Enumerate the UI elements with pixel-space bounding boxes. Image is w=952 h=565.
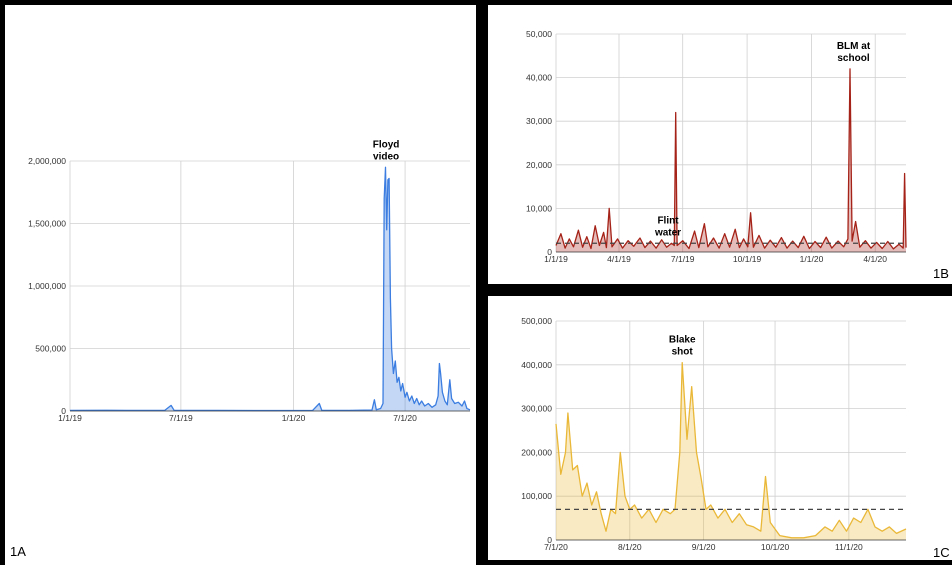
y-tick-label: 30,000 xyxy=(526,116,552,126)
y-tick-label: 1,500,000 xyxy=(28,219,66,229)
y-tick-label: 50,000 xyxy=(526,29,552,39)
series-area xyxy=(556,362,906,540)
x-tick-label: 8/1/20 xyxy=(618,542,642,552)
y-tick-label: 200,000 xyxy=(521,447,552,457)
annotation-line: water xyxy=(654,227,681,238)
separator-bottom-right xyxy=(482,560,952,565)
y-tick-label: 500,000 xyxy=(35,344,66,354)
series-line xyxy=(69,166,471,412)
annotation-line: school xyxy=(837,53,869,64)
annotation-line: video xyxy=(373,151,399,162)
annotation-line: BLM at xyxy=(837,41,871,52)
y-tick-label: 0 xyxy=(547,247,552,257)
x-tick-label: 7/1/19 xyxy=(169,413,193,423)
x-tick-label: 9/1/20 xyxy=(692,542,716,552)
annotation-label: BLM at school xyxy=(837,41,871,64)
x-tick-label: 1/1/19 xyxy=(58,413,82,423)
x-tick-label: 7/1/20 xyxy=(393,413,417,423)
annotation-line: shot xyxy=(672,347,694,358)
x-tick-label: 11/1/20 xyxy=(835,542,863,552)
y-tick-label: 500,000 xyxy=(521,316,552,326)
annotation-label: Flint water xyxy=(654,215,681,238)
annotation-label: Blake shot xyxy=(669,335,696,358)
panel-label-1b: 1B xyxy=(933,266,949,281)
y-tick-label: 400,000 xyxy=(521,360,552,370)
y-tick-label: 10,000 xyxy=(526,203,552,213)
x-tick-label: 4/1/19 xyxy=(607,254,631,264)
y-tick-label: 0 xyxy=(547,535,552,545)
y-tick-label: 1,000,000 xyxy=(28,281,66,291)
x-tick-label: 1/1/20 xyxy=(282,413,306,423)
y-tick-label: 2,000,000 xyxy=(28,156,66,166)
panel-1b xyxy=(488,10,947,284)
series-area xyxy=(70,167,470,411)
x-tick-label: 1/1/20 xyxy=(800,254,824,264)
x-tick-label: 10/1/20 xyxy=(761,542,790,552)
separator-right-horizontal xyxy=(482,284,952,296)
y-tick-label: 0 xyxy=(61,406,66,416)
separator-left xyxy=(0,0,5,565)
y-tick-label: 300,000 xyxy=(521,404,552,414)
panel-label-1c: 1C xyxy=(933,545,950,560)
x-tick-label: 4/1/20 xyxy=(863,254,887,264)
y-tick-label: 40,000 xyxy=(526,73,552,83)
chart-1c: 0 100,000 200,000 300,000 400,000 500,000 7/1/… xyxy=(521,316,907,552)
panel-1a xyxy=(5,5,476,560)
y-tick-label: 20,000 xyxy=(526,160,552,170)
annotation-line: Floyd xyxy=(373,139,400,150)
y-tick-label: 100,000 xyxy=(521,491,552,501)
annotation-line: Blake xyxy=(669,335,696,346)
x-tick-label: 7/1/20 xyxy=(544,542,568,552)
separator-middle xyxy=(476,0,488,565)
panel-label-1a: 1A xyxy=(10,544,26,559)
series-line xyxy=(555,361,907,539)
annotation-label: Floyd video xyxy=(373,139,400,162)
series-line xyxy=(555,68,907,250)
chart-1a: 0 500,000 1,000,000 1,500,000 2,000,000 1/1/1… xyxy=(28,139,471,423)
chart-1b: 0 10,000 20,000 30,000 40,000 50,000 1/1/19 4/1… xyxy=(526,29,907,264)
x-tick-label: 1/1/19 xyxy=(544,254,568,264)
x-tick-label: 7/1/19 xyxy=(671,254,695,264)
annotation-line: Flint xyxy=(657,215,679,226)
x-tick-label: 10/1/19 xyxy=(733,254,762,264)
